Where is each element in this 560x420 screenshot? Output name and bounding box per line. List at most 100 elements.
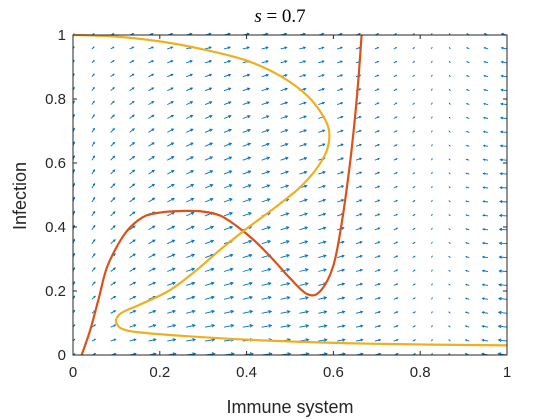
vector-arrow — [374, 269, 381, 272]
vector-arrow — [167, 197, 175, 203]
vector-arrow — [412, 172, 416, 175]
vector-arrow — [498, 241, 508, 245]
vector-arrow — [431, 157, 433, 161]
vector-arrow — [466, 61, 470, 64]
vector-arrow — [91, 182, 96, 189]
vector-arrow — [148, 156, 155, 161]
vector-arrow — [412, 102, 416, 105]
vector-arrow — [412, 339, 416, 342]
vector-arrow — [431, 325, 433, 328]
y-axis-label: Infection — [10, 162, 30, 230]
vector-arrow — [448, 46, 451, 50]
vector-arrow — [242, 73, 251, 78]
vector-arrow — [318, 338, 328, 342]
vector-arrow — [280, 115, 289, 119]
vector-arrow — [167, 323, 177, 328]
vector-arrow — [204, 46, 212, 50]
vector-arrow — [374, 46, 380, 50]
vector-arrow — [299, 156, 308, 161]
vector-arrow — [110, 295, 117, 300]
vector-arrow — [431, 283, 433, 286]
vector-arrow — [299, 101, 307, 106]
plot-frame — [72, 34, 508, 356]
vector-arrow — [129, 183, 136, 189]
vector-arrow — [412, 325, 416, 328]
vector-arrow — [318, 268, 327, 272]
vector-arrow — [110, 114, 115, 119]
vector-arrow — [355, 157, 363, 161]
vector-arrow — [448, 228, 451, 231]
vector-arrow — [261, 226, 271, 231]
vector-arrow — [374, 227, 381, 231]
x-tick-label: 0.2 — [149, 364, 170, 381]
vector-arrow — [167, 128, 175, 133]
vector-arrow — [204, 225, 215, 231]
vector-arrow — [299, 240, 309, 245]
vector-arrow — [261, 115, 270, 119]
vector-arrow — [318, 46, 325, 50]
vector-arrow — [204, 156, 214, 161]
vector-arrow — [448, 130, 451, 133]
vector-arrow — [148, 197, 156, 203]
vector-arrow — [148, 60, 155, 64]
vector-arrow — [412, 130, 416, 133]
vector-arrow — [449, 74, 451, 77]
vector-arrow — [91, 338, 97, 342]
vector-arrow — [448, 144, 451, 147]
vector-arrow — [448, 325, 451, 328]
vector-arrow — [337, 324, 346, 328]
vector-arrow — [280, 156, 289, 161]
vector-arrow — [355, 254, 363, 259]
vector-arrow — [129, 239, 136, 245]
vector-arrow — [129, 87, 135, 92]
vector-arrow — [412, 46, 415, 50]
vector-arrow — [186, 170, 195, 175]
vector-arrow — [466, 47, 470, 50]
vector-arrow — [280, 254, 291, 259]
vector-arrow — [299, 170, 308, 175]
vector-arrow — [186, 128, 194, 133]
vector-arrow — [91, 141, 95, 147]
vector-arrow — [242, 323, 254, 328]
vector-arrow — [483, 88, 489, 92]
vector-arrow — [498, 269, 508, 273]
vector-arrow — [129, 114, 135, 119]
vector-arrow — [148, 338, 157, 342]
vector-arrow — [337, 143, 344, 147]
vector-arrow — [393, 255, 399, 259]
vector-arrow — [204, 73, 213, 78]
vector-arrow — [186, 309, 196, 314]
vector-arrow — [242, 239, 253, 245]
vector-arrow — [91, 324, 96, 328]
vector-arrow — [374, 199, 381, 203]
vector-arrow — [499, 130, 508, 134]
vector-arrow — [412, 158, 416, 161]
vector-arrow — [167, 73, 174, 78]
vector-arrow — [465, 186, 470, 189]
vector-arrow — [481, 324, 489, 328]
vector-arrow — [110, 225, 116, 231]
vector-arrow — [482, 200, 489, 203]
vector-arrow — [483, 60, 489, 64]
vector-arrow — [412, 297, 416, 300]
vector-arrow — [355, 282, 364, 286]
vector-arrow — [242, 212, 252, 217]
vector-arrow — [299, 60, 307, 64]
vector-arrow — [337, 46, 343, 50]
vector-arrow — [110, 267, 116, 272]
vector-arrow — [431, 297, 433, 300]
vector-arrow — [431, 185, 433, 189]
vector-arrow — [448, 116, 451, 119]
vector-arrow — [261, 240, 272, 245]
vector-arrow — [242, 253, 253, 259]
vector-arrow — [318, 60, 325, 64]
vector-arrow — [261, 128, 270, 133]
vector-arrow — [448, 297, 451, 300]
vector-arrow — [91, 238, 96, 244]
vector-arrow — [393, 297, 399, 300]
vector-arrow — [482, 214, 489, 217]
vector-arrow — [242, 281, 253, 286]
vector-arrow — [448, 283, 451, 286]
vector-arrow — [280, 310, 291, 314]
vector-arrow — [129, 295, 137, 300]
